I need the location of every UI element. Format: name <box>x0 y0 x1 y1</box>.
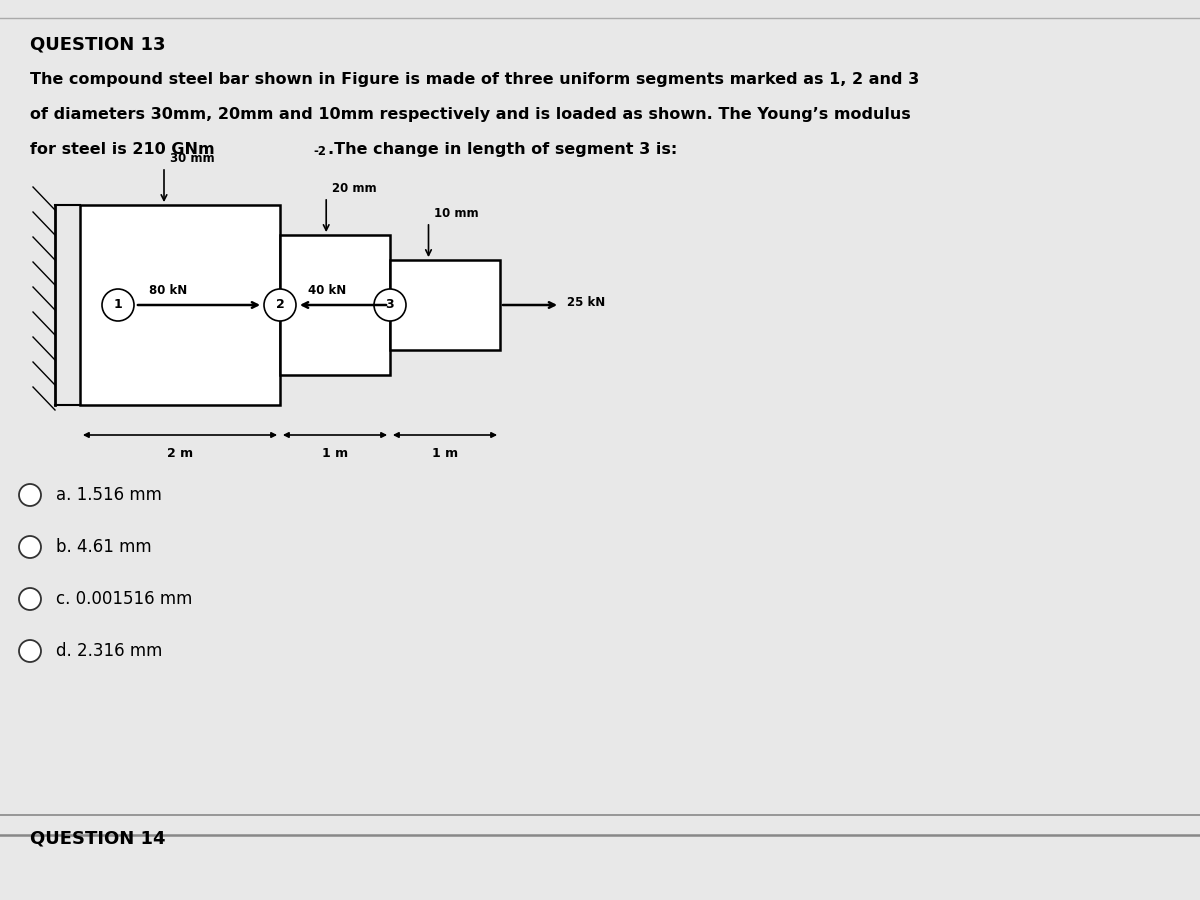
Circle shape <box>264 289 296 321</box>
Circle shape <box>102 289 134 321</box>
Text: QUESTION 13: QUESTION 13 <box>30 35 166 53</box>
Text: .The change in length of segment 3 is:: .The change in length of segment 3 is: <box>328 142 677 157</box>
Text: 40 kN: 40 kN <box>307 284 346 297</box>
Circle shape <box>19 484 41 506</box>
Text: 2: 2 <box>276 299 284 311</box>
Text: 30 mm: 30 mm <box>170 152 215 165</box>
Text: 20 mm: 20 mm <box>332 182 377 195</box>
Bar <box>280 235 390 375</box>
Text: 10 mm: 10 mm <box>434 207 479 220</box>
Text: 1 m: 1 m <box>322 447 348 460</box>
Text: 80 kN: 80 kN <box>149 284 187 297</box>
Circle shape <box>374 289 406 321</box>
Text: d. 2.316 mm: d. 2.316 mm <box>56 642 162 660</box>
Text: 25 kN: 25 kN <box>568 296 605 310</box>
Circle shape <box>19 640 41 662</box>
Text: c. 0.001516 mm: c. 0.001516 mm <box>56 590 192 608</box>
Text: QUESTION 14: QUESTION 14 <box>30 830 166 848</box>
Bar <box>390 260 500 350</box>
Text: 2 m: 2 m <box>167 447 193 460</box>
Text: a. 1.516 mm: a. 1.516 mm <box>56 486 162 504</box>
Text: 1 m: 1 m <box>432 447 458 460</box>
Circle shape <box>19 588 41 610</box>
Text: The compound steel bar shown in Figure is made of three uniform segments marked : The compound steel bar shown in Figure i… <box>30 72 919 87</box>
Text: 3: 3 <box>385 299 395 311</box>
Text: -2: -2 <box>313 145 326 158</box>
Text: 1: 1 <box>114 299 122 311</box>
Text: of diameters 30mm, 20mm and 10mm respectively and is loaded as shown. The Young’: of diameters 30mm, 20mm and 10mm respect… <box>30 107 911 122</box>
Circle shape <box>19 536 41 558</box>
Text: for steel is 210 GNm: for steel is 210 GNm <box>30 142 215 157</box>
Bar <box>80 205 280 405</box>
Text: b. 4.61 mm: b. 4.61 mm <box>56 538 151 556</box>
